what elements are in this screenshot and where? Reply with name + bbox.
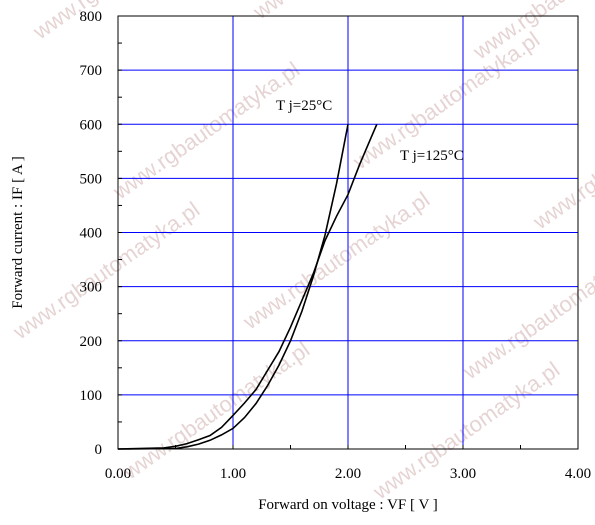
y-axis-title: Forward current : IF [ A ] [10, 156, 26, 308]
x-tick-label: 4.00 [565, 466, 591, 482]
watermark-text: www.rgbautomatyka.pl [368, 357, 564, 505]
x-tick-labels: 0.00 1.00 2.00 3.00 4.00 [105, 466, 591, 482]
y-tick-label: 200 [80, 334, 103, 350]
watermark-text: www.rgbautomatyka.pl [458, 237, 595, 385]
watermark-text: www.rgbautomatyka.pl [28, 0, 224, 45]
watermark-text: www.rgbautomatyka.pl [528, 87, 595, 235]
x-axis-title: Forward on voltage : VF [ V ] [258, 497, 438, 513]
y-tick-label: 0 [95, 442, 103, 458]
x-tick-label: 2.00 [335, 466, 361, 482]
series-layer [117, 123, 378, 450]
watermark-text: www.rgbautomatyka.pl [108, 57, 304, 205]
series-label-125c: T j=125°C [400, 148, 464, 164]
watermark-text: www.rgbautomatyka.pl [8, 197, 204, 345]
y-tick-label: 100 [80, 388, 103, 404]
watermark-text: www.rgbautomatyka.pl [118, 337, 314, 485]
y-tick-label: 700 [80, 63, 103, 79]
series-label-25c: T j=25°C [276, 98, 332, 114]
x-tick-label: 3.00 [450, 466, 476, 482]
y-tick-label: 300 [80, 280, 103, 296]
x-tick-label: 1.00 [220, 466, 246, 482]
y-tick-label: 800 [80, 9, 103, 25]
y-tick-label: 600 [80, 117, 103, 133]
y-tick-labels: 0 100 200 300 400 500 600 700 800 [80, 9, 103, 458]
watermark-text: www.rgbautomatyka.pl [238, 187, 434, 335]
y-tick-label: 400 [80, 226, 103, 242]
grid-layer [118, 16, 578, 449]
series-line-1 [117, 123, 378, 450]
y-tick-label: 500 [80, 171, 103, 187]
x-tick-label: 0.00 [105, 466, 131, 482]
watermark-text: www.rgbautomatyka.pl [248, 0, 444, 25]
